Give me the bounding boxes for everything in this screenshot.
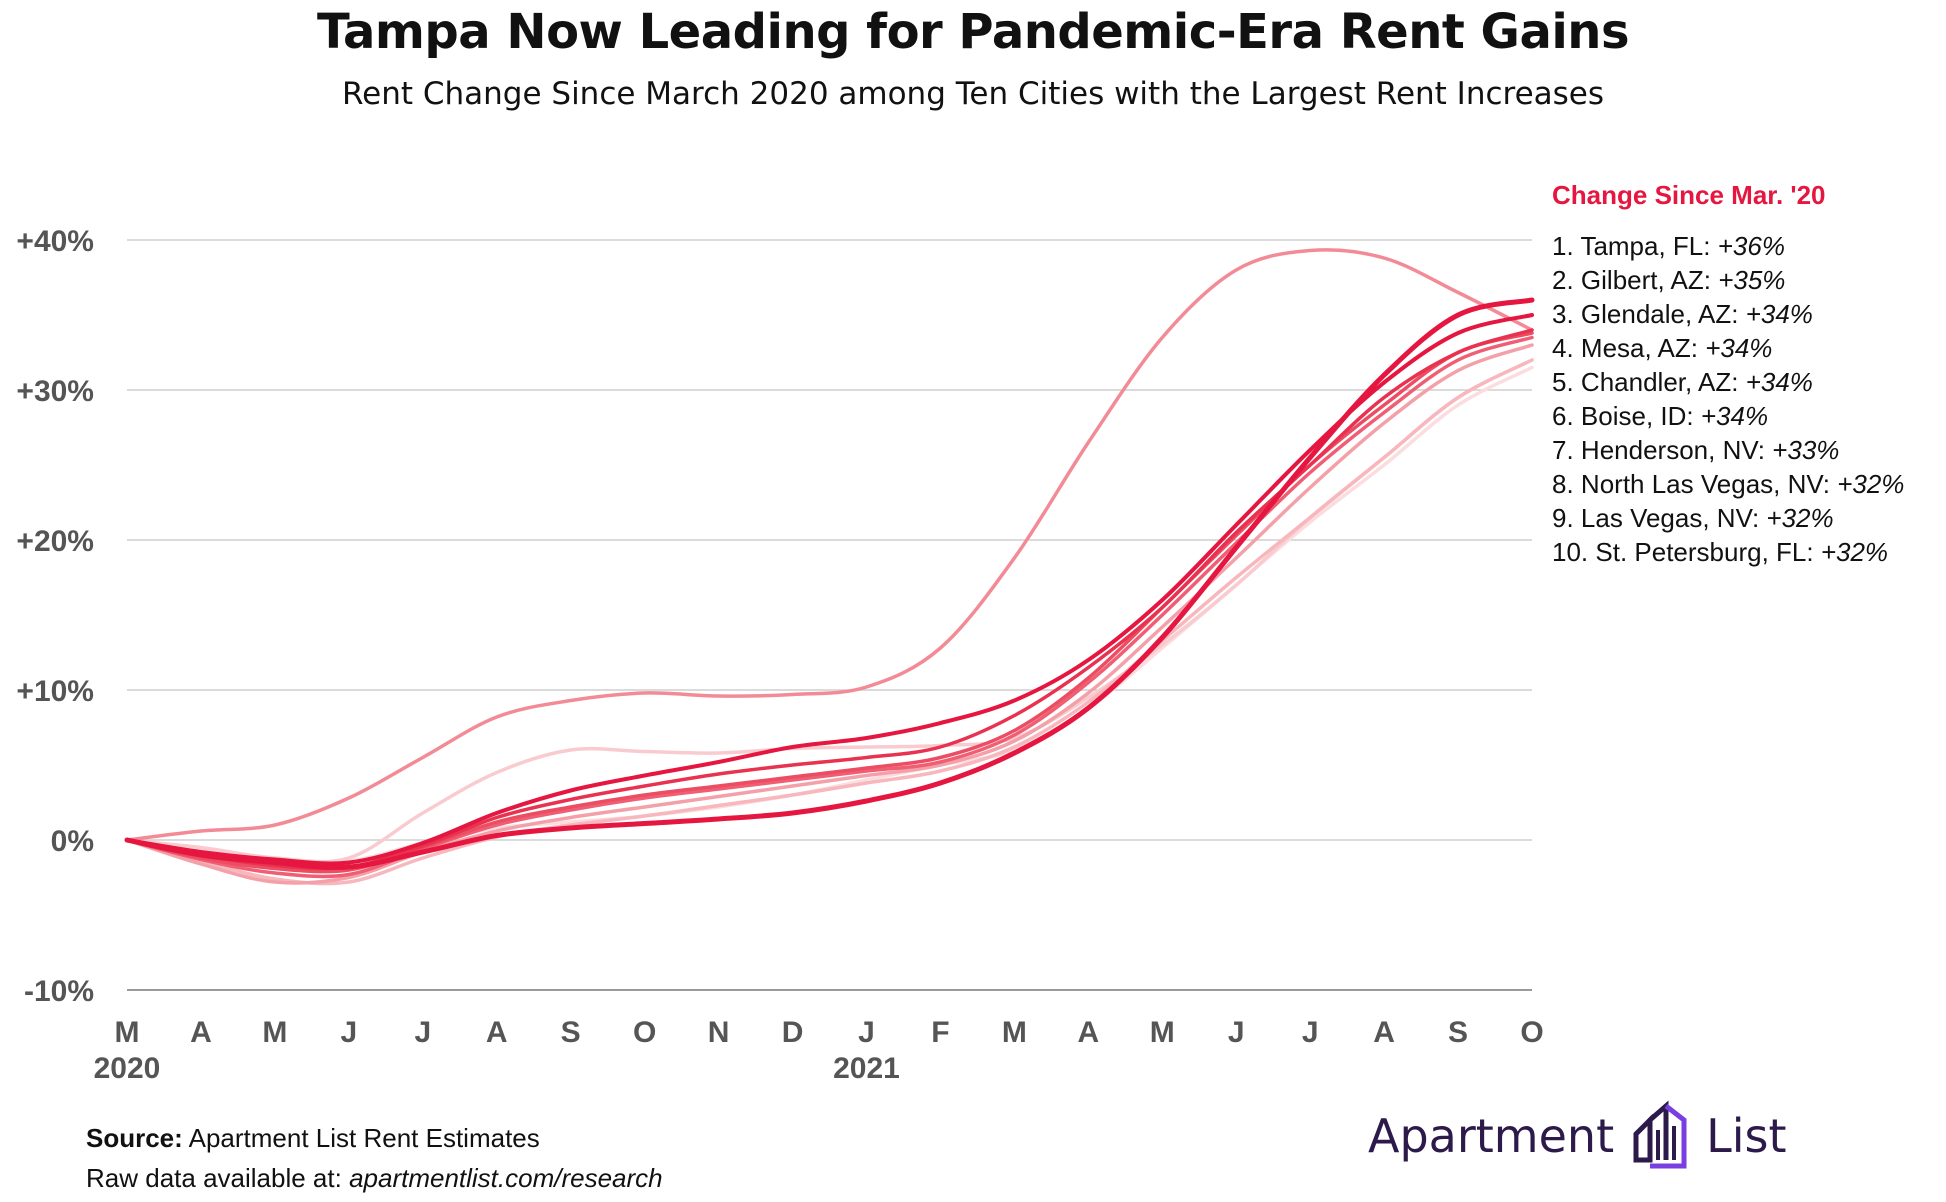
raw-data-line: Raw data available at: apartmentlist.com…: [86, 1158, 663, 1198]
legend-change: +32%: [1766, 503, 1834, 533]
legend-change: +36%: [1717, 231, 1785, 261]
legend-city: Glendale, AZ:: [1580, 299, 1746, 329]
x-tick-label: A: [486, 1016, 508, 1049]
apartment-list-logo: Apartment List: [1368, 1100, 1787, 1172]
x-tick-label: M: [115, 1016, 140, 1049]
x-tick-label: M: [262, 1016, 287, 1049]
y-tick-label: +40%: [16, 225, 94, 258]
legend-item: 6. Boise, ID: +34%: [1552, 399, 1904, 433]
legend-item: 7. Henderson, NV: +33%: [1552, 433, 1904, 467]
legend-title: Change Since Mar. '20: [1552, 180, 1826, 210]
y-tick-label: +30%: [16, 375, 94, 408]
legend-city: Las Vegas, NV:: [1580, 503, 1767, 533]
legend-rank: 9.: [1552, 503, 1581, 533]
grid-lines: [127, 239, 1532, 991]
chart-subtitle: Rent Change Since March 2020 among Ten C…: [341, 76, 1605, 112]
x-axis-ticks: M A M J J A S O N D J F M A M J J A S O 2020 2021: [94, 1016, 1544, 1085]
source-line: Source: Apartment List Rent Estimates: [86, 1118, 663, 1158]
x-tick-label: S: [1448, 1016, 1468, 1049]
year-label: 2020: [94, 1052, 161, 1085]
legend-city: Gilbert, AZ:: [1580, 265, 1719, 295]
y-tick-label: +20%: [16, 525, 94, 558]
x-tick-label: D: [782, 1016, 804, 1049]
series-line-henderson-nv: [125, 343, 1534, 885]
x-tick-label: N: [708, 1016, 730, 1049]
legend-change: +32%: [1837, 469, 1905, 499]
x-tick-label: F: [931, 1016, 949, 1049]
x-tick-label: O: [633, 1016, 656, 1049]
legend-change: +35%: [1718, 265, 1786, 295]
legend-city: Boise, ID:: [1580, 401, 1701, 431]
x-tick-label: A: [1373, 1016, 1395, 1049]
y-tick-label: +10%: [16, 675, 94, 708]
x-tick-label: J: [1228, 1016, 1245, 1049]
source-label: Source:: [86, 1123, 183, 1153]
legend-change: +34%: [1700, 401, 1769, 431]
legend-rank: 8.: [1552, 469, 1581, 499]
x-tick-label: O: [1520, 1016, 1543, 1049]
legend-rank: 4.: [1552, 333, 1581, 363]
legend-rank: 2.: [1552, 265, 1581, 295]
legend-item: 8. North Las Vegas, NV: +32%: [1552, 467, 1904, 501]
legend-item: 9. Las Vegas, NV: +32%: [1552, 501, 1904, 535]
series-line-gilbert-az: [125, 313, 1534, 866]
series-line-chandler-az: [125, 335, 1534, 879]
x-tick-label: J: [340, 1016, 357, 1049]
legend-city: Mesa, AZ:: [1580, 333, 1706, 363]
legend-rank: 6.: [1552, 401, 1581, 431]
legend-items: 1. Tampa, FL: +36% 2. Gilbert, AZ: +35% 3.…: [1552, 229, 1904, 569]
legend-change: +34%: [1745, 299, 1813, 329]
chart-title: Tampa Now Leading for Pandemic-Era Rent …: [316, 4, 1630, 60]
y-tick-label: 0%: [51, 825, 94, 858]
legend-item: 10. St. Petersburg, FL: +32%: [1552, 535, 1904, 569]
legend-city: Chandler, AZ:: [1580, 367, 1746, 397]
x-tick-label: J: [1302, 1016, 1319, 1049]
legend-item: 1. Tampa, FL: +36%: [1552, 229, 1904, 263]
x-tick-label: M: [1150, 1016, 1175, 1049]
series-line-north-las-vegas-nv: [125, 358, 1534, 886]
building-icon: [1633, 1100, 1687, 1169]
series-lines: [124, 248, 1535, 886]
x-tick-label: J: [414, 1016, 431, 1049]
legend-change: +34%: [1745, 367, 1813, 397]
legend-item: 5. Chandler, AZ: +34%: [1552, 365, 1904, 399]
legend-rank: 1.: [1552, 231, 1581, 261]
legend-rank: 10.: [1552, 537, 1596, 567]
year-label: 2021: [833, 1052, 900, 1085]
raw-data-label: Raw data available at:: [86, 1163, 342, 1193]
legend-change: +33%: [1772, 435, 1840, 465]
legend-rank: 7.: [1552, 435, 1581, 465]
legend-city: St. Petersburg, FL:: [1595, 537, 1821, 567]
x-tick-label: J: [858, 1016, 875, 1049]
legend-change: +32%: [1820, 537, 1889, 567]
legend-item: 2. Gilbert, AZ: +35%: [1552, 263, 1904, 297]
x-tick-label: M: [1002, 1016, 1027, 1049]
series-line-boise-id: [125, 248, 1534, 842]
legend-city: Tampa, FL:: [1580, 231, 1718, 261]
y-axis-ticks: +40% +30% +20% +10% 0% -10%: [16, 225, 94, 1008]
series-line-tampa-fl: [124, 297, 1535, 870]
legend: Change Since Mar. '20 1. Tampa, FL: +36%…: [1552, 180, 1904, 569]
legend-change: +34%: [1705, 333, 1773, 363]
legend-item: 4. Mesa, AZ: +34%: [1552, 331, 1904, 365]
logo-word-apartment: Apartment: [1368, 1109, 1615, 1163]
source-text: Apartment List Rent Estimates: [188, 1123, 540, 1153]
legend-rank: 5.: [1552, 367, 1581, 397]
logo-word-list: List: [1706, 1109, 1787, 1163]
legend-rank: 3.: [1552, 299, 1581, 329]
source-note: Source: Apartment List Rent Estimates Ra…: [86, 1118, 663, 1198]
legend-city: North Las Vegas, NV:: [1580, 469, 1838, 499]
legend-city: Henderson, NV:: [1580, 435, 1773, 465]
x-tick-label: A: [190, 1016, 212, 1049]
y-tick-label: -10%: [24, 975, 94, 1008]
raw-data-url[interactable]: apartmentlist.com/research: [349, 1163, 663, 1193]
x-tick-label: S: [561, 1016, 581, 1049]
x-tick-label: A: [1077, 1016, 1099, 1049]
legend-item: 3. Glendale, AZ: +34%: [1552, 297, 1904, 331]
